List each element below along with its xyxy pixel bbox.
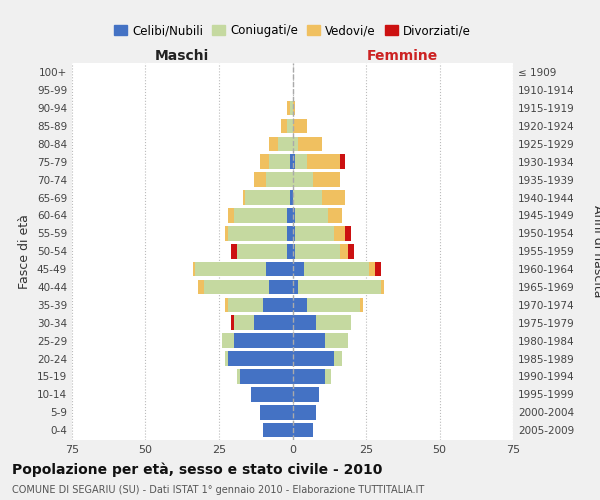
Y-axis label: Anni di nascita: Anni di nascita: [591, 205, 600, 298]
Bar: [193, 262, 196, 276]
Bar: [295, 226, 334, 240]
Bar: [322, 190, 346, 205]
Bar: [278, 136, 293, 151]
Bar: [263, 298, 293, 312]
Bar: [360, 298, 363, 312]
Bar: [196, 262, 266, 276]
Bar: [242, 190, 245, 205]
Bar: [269, 280, 293, 294]
Bar: [225, 352, 228, 366]
Bar: [290, 154, 293, 169]
Bar: [307, 154, 340, 169]
Bar: [293, 369, 325, 384]
Bar: [269, 136, 278, 151]
Bar: [287, 244, 293, 258]
Bar: [204, 280, 269, 294]
Bar: [316, 316, 351, 330]
Bar: [340, 154, 346, 169]
Text: Maschi: Maschi: [155, 48, 209, 62]
Bar: [328, 208, 343, 223]
Bar: [236, 244, 287, 258]
Bar: [304, 262, 369, 276]
Bar: [295, 244, 340, 258]
Bar: [295, 154, 307, 169]
Bar: [293, 136, 298, 151]
Bar: [293, 405, 316, 419]
Bar: [225, 226, 228, 240]
Bar: [281, 118, 287, 134]
Bar: [334, 226, 346, 240]
Bar: [293, 226, 295, 240]
Bar: [234, 316, 254, 330]
Bar: [228, 298, 263, 312]
Text: Popolazione per età, sesso e stato civile - 2010: Popolazione per età, sesso e stato civil…: [12, 462, 382, 477]
Bar: [381, 280, 383, 294]
Bar: [290, 101, 293, 116]
Bar: [369, 262, 375, 276]
Bar: [298, 280, 381, 294]
Text: COMUNE DI SEGARIU (SU) - Dati ISTAT 1° gennaio 2010 - Elaborazione TUTTITALIA.IT: COMUNE DI SEGARIU (SU) - Dati ISTAT 1° g…: [12, 485, 424, 495]
Bar: [222, 334, 234, 348]
Bar: [325, 369, 331, 384]
Bar: [334, 352, 343, 366]
Bar: [293, 316, 316, 330]
Bar: [293, 244, 295, 258]
Bar: [293, 298, 307, 312]
Y-axis label: Fasce di età: Fasce di età: [19, 214, 31, 288]
Bar: [293, 101, 295, 116]
Bar: [254, 172, 266, 187]
Bar: [290, 190, 293, 205]
Bar: [287, 118, 293, 134]
Bar: [228, 352, 293, 366]
Bar: [293, 154, 295, 169]
Bar: [293, 280, 298, 294]
Bar: [313, 172, 340, 187]
Bar: [298, 136, 322, 151]
Bar: [293, 334, 325, 348]
Bar: [269, 154, 290, 169]
Bar: [293, 352, 334, 366]
Bar: [228, 226, 287, 240]
Bar: [239, 369, 293, 384]
Bar: [346, 226, 352, 240]
Bar: [349, 244, 354, 258]
Bar: [293, 387, 319, 402]
Bar: [260, 405, 293, 419]
Bar: [231, 244, 236, 258]
Bar: [199, 280, 204, 294]
Bar: [251, 387, 293, 402]
Bar: [231, 316, 234, 330]
Bar: [295, 208, 328, 223]
Bar: [375, 262, 381, 276]
Bar: [234, 208, 287, 223]
Bar: [236, 369, 239, 384]
Bar: [293, 190, 322, 205]
Bar: [228, 208, 234, 223]
Bar: [287, 101, 290, 116]
Bar: [245, 190, 290, 205]
Bar: [266, 172, 293, 187]
Bar: [293, 262, 304, 276]
Bar: [287, 226, 293, 240]
Bar: [293, 172, 313, 187]
Bar: [293, 208, 295, 223]
Bar: [266, 262, 293, 276]
Bar: [260, 154, 269, 169]
Bar: [293, 118, 307, 134]
Bar: [325, 334, 349, 348]
Bar: [263, 423, 293, 438]
Legend: Celibi/Nubili, Coniugati/e, Vedovi/e, Divorziati/e: Celibi/Nubili, Coniugati/e, Vedovi/e, Di…: [110, 20, 475, 42]
Bar: [293, 423, 313, 438]
Bar: [307, 298, 360, 312]
Text: Femmine: Femmine: [367, 48, 439, 62]
Bar: [287, 208, 293, 223]
Bar: [254, 316, 293, 330]
Bar: [234, 334, 293, 348]
Bar: [340, 244, 349, 258]
Bar: [225, 298, 228, 312]
